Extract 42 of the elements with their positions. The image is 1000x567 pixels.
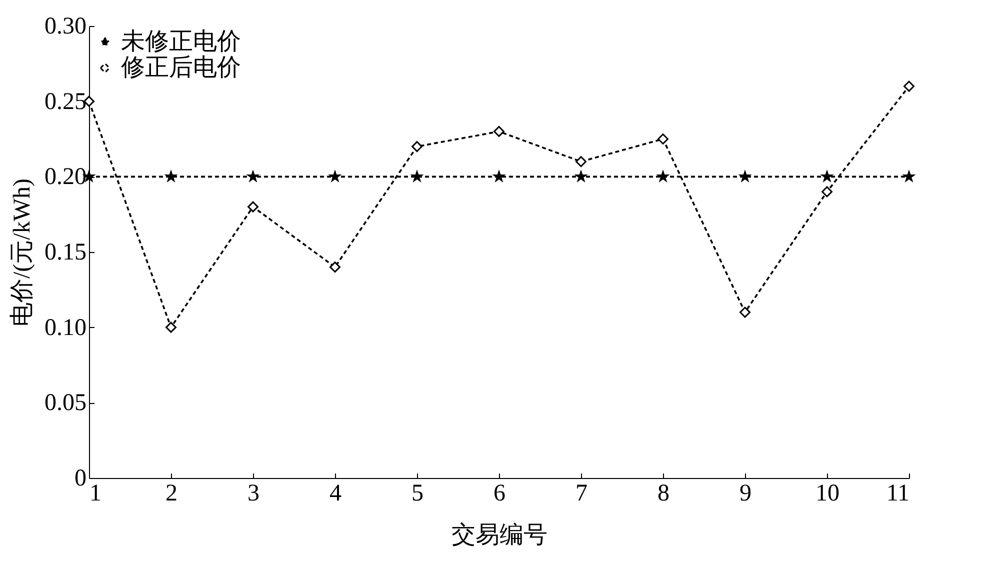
- y-tick-label: 0.20: [44, 164, 86, 190]
- y-tick-label: 0.25: [44, 88, 86, 115]
- y-tick-label: 0.15: [44, 240, 86, 266]
- point: [576, 156, 586, 168]
- point: [494, 171, 504, 182]
- y-tick-label: 0: [74, 466, 86, 492]
- point: [822, 171, 832, 182]
- x-tick-label: 5: [412, 480, 424, 506]
- x-tick-label: 6: [494, 480, 506, 506]
- point: [166, 322, 176, 333]
- point: [576, 171, 586, 182]
- x-tick-label: 9: [740, 480, 752, 506]
- point: [740, 306, 750, 318]
- x-tick-label: 7: [576, 480, 588, 506]
- x-axis-title: 交易编号: [452, 522, 548, 548]
- x-tick-label: 1: [90, 480, 102, 506]
- y-axis-title: 电价/(元/kWh): [10, 178, 36, 326]
- x-tick-label: 11: [886, 480, 910, 506]
- x-tick-label: 10: [816, 480, 840, 506]
- point: [166, 171, 176, 182]
- point: [740, 171, 750, 182]
- point: [248, 201, 258, 212]
- y-tick-label: 0.05: [44, 390, 86, 416]
- point: [904, 171, 914, 182]
- point: [822, 186, 832, 198]
- legend-label: 未修正电价: [121, 29, 241, 55]
- point: [412, 141, 422, 152]
- x-tick-label: 8: [658, 480, 670, 506]
- y-tick-label: 0.30: [44, 14, 86, 40]
- point: [412, 171, 422, 182]
- y-tick-label: 0.10: [44, 314, 86, 341]
- x-tick-label: 4: [330, 480, 342, 506]
- point: [904, 80, 914, 92]
- point: [658, 171, 668, 182]
- point: [658, 134, 668, 144]
- x-tick-label: 3: [248, 480, 260, 506]
- legend-label: 修正后电价: [121, 55, 241, 81]
- point: [330, 262, 340, 273]
- point: [494, 126, 504, 137]
- x-tick-label: 2: [166, 480, 178, 506]
- point: [330, 171, 340, 182]
- point: [248, 171, 258, 182]
